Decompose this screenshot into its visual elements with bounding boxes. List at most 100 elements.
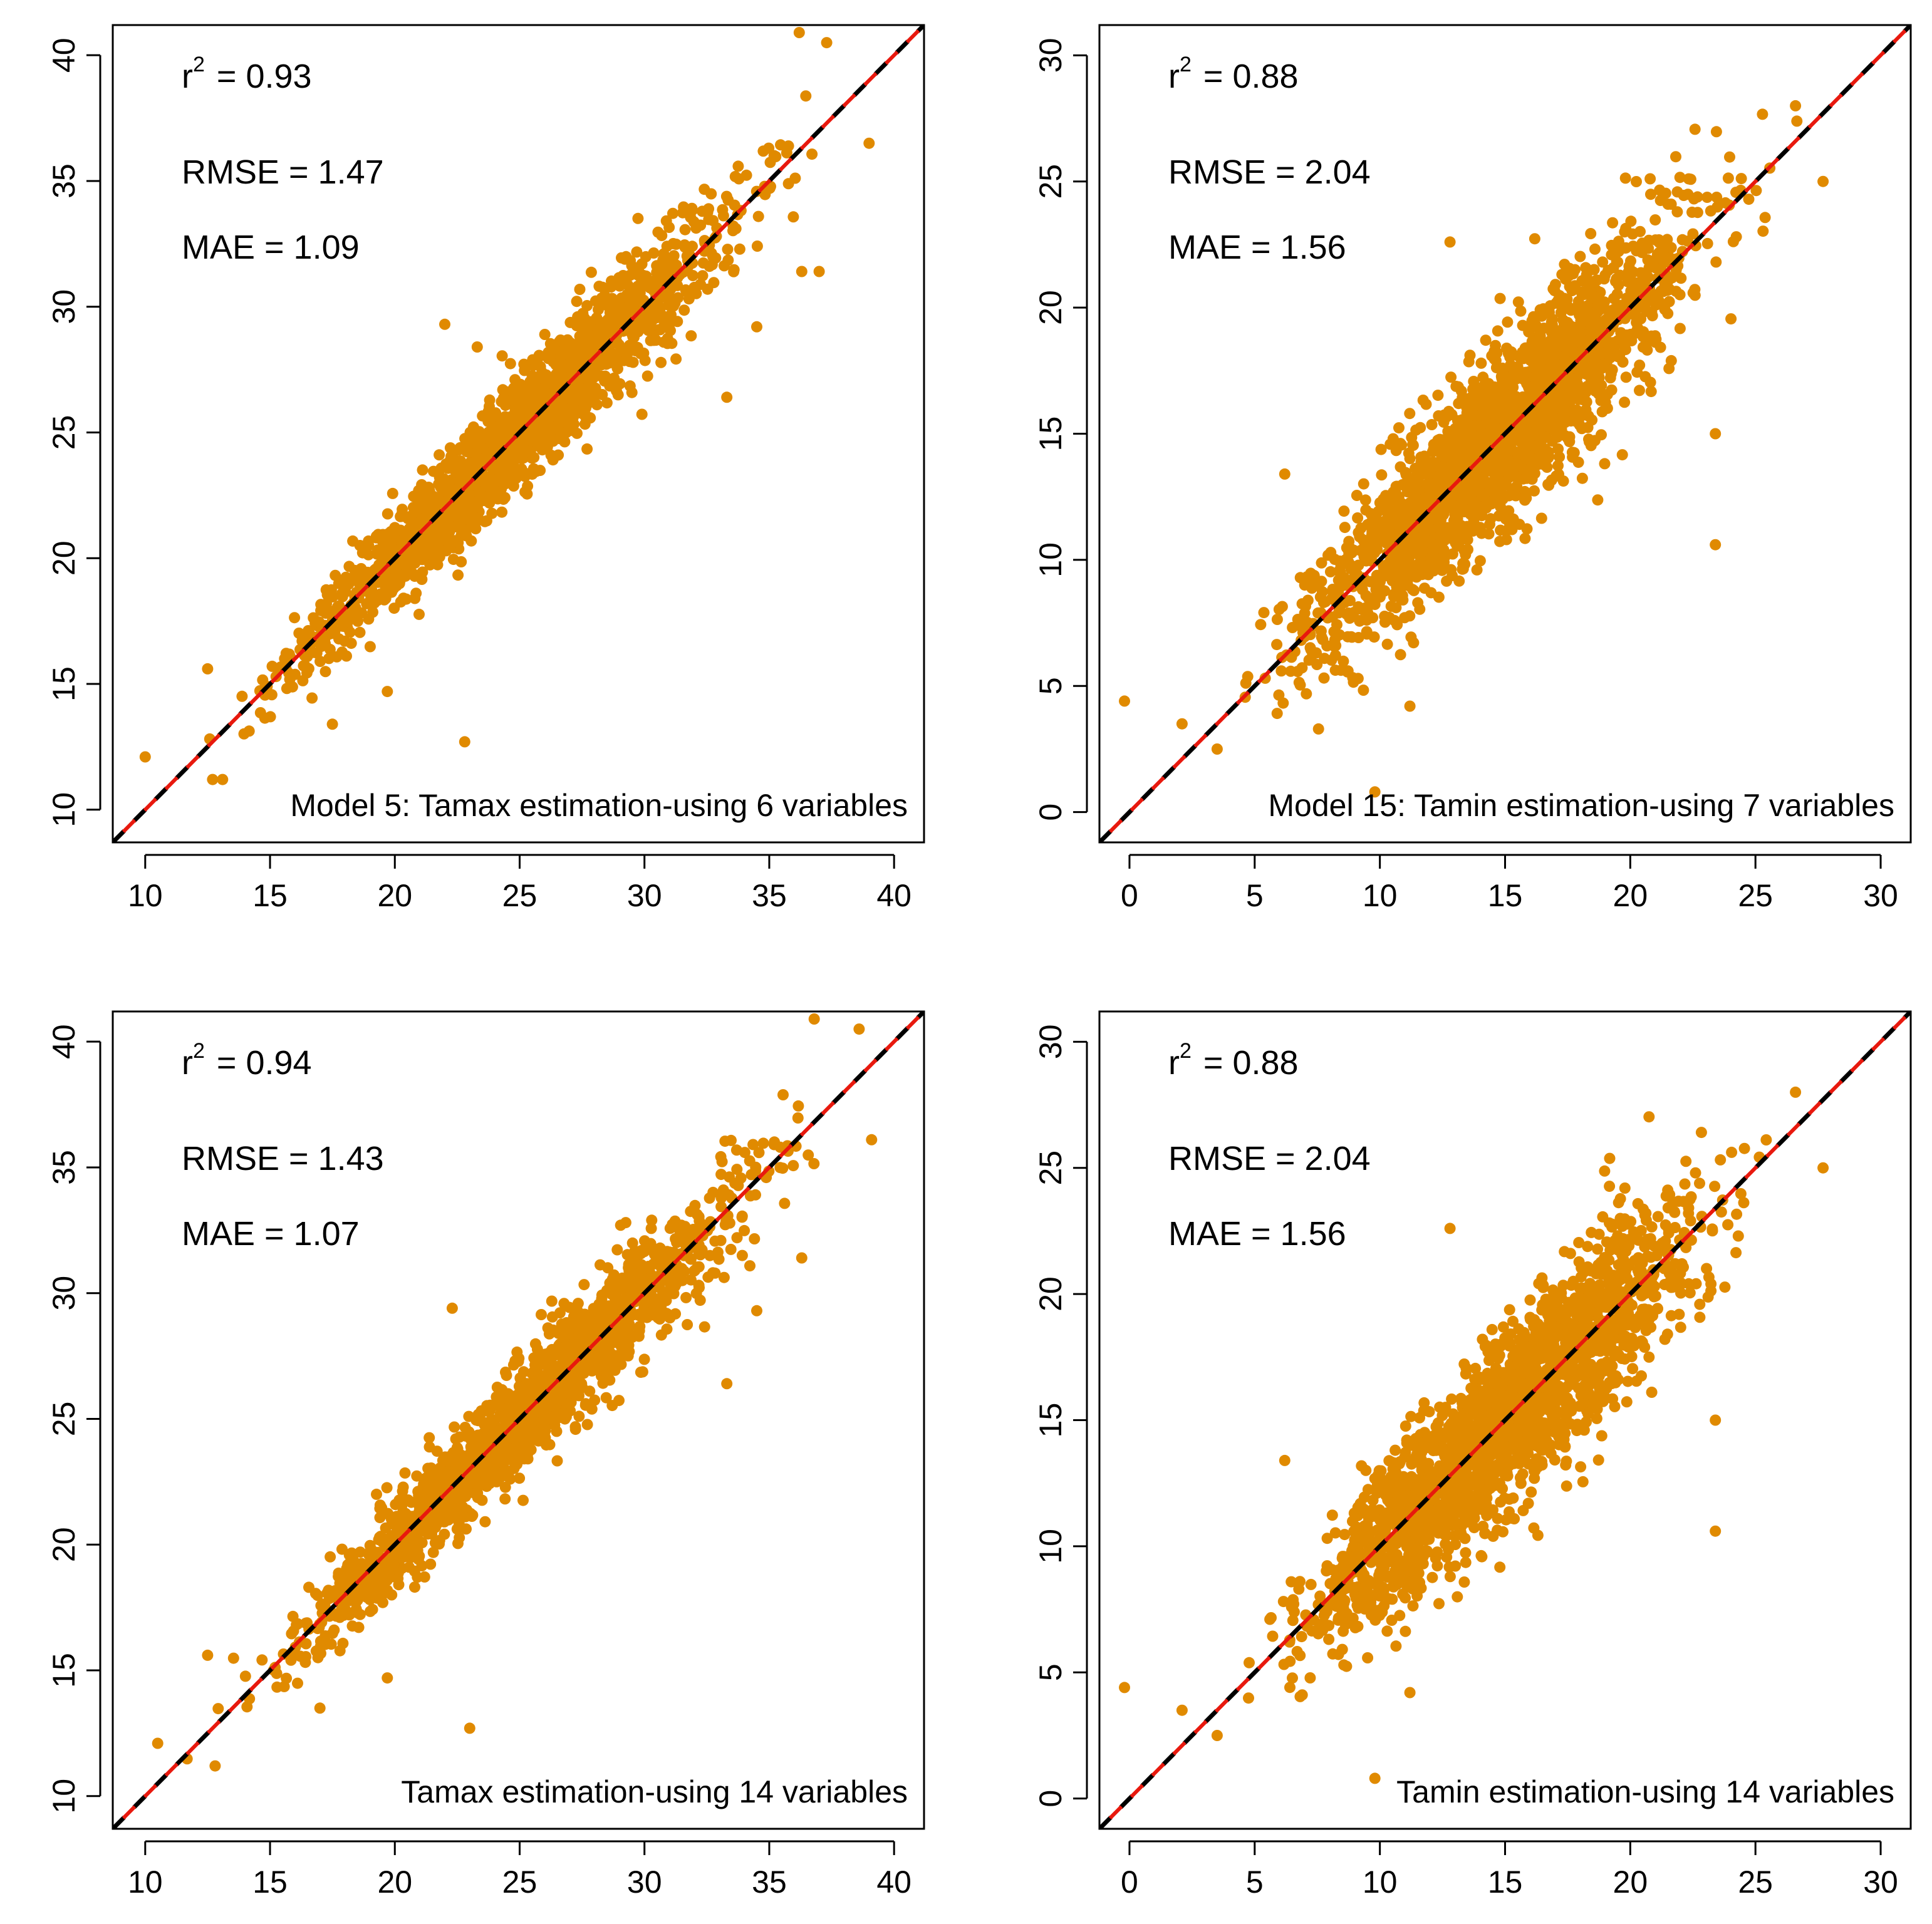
data-point — [482, 405, 494, 417]
data-point — [1596, 303, 1607, 314]
data-point — [1358, 478, 1369, 490]
data-point — [1360, 504, 1372, 516]
data-point — [1388, 494, 1400, 506]
data-point — [543, 346, 554, 358]
data-point — [440, 545, 452, 557]
y-tick-label: 5 — [1033, 677, 1068, 695]
data-point — [734, 243, 745, 255]
data-point — [1428, 565, 1440, 577]
y-tick-label: 30 — [46, 289, 81, 324]
data-point — [716, 1156, 728, 1167]
data-point — [1410, 463, 1421, 474]
data-point — [744, 1260, 756, 1272]
data-point — [405, 552, 417, 564]
data-point — [1259, 672, 1271, 684]
data-point — [1271, 639, 1283, 651]
data-point — [1394, 592, 1406, 604]
data-point — [1548, 401, 1560, 413]
data-point — [1472, 485, 1483, 497]
data-point — [1519, 425, 1531, 437]
data-point — [1452, 510, 1463, 522]
data-point — [1441, 411, 1453, 423]
data-point — [605, 281, 617, 293]
data-point — [1689, 123, 1701, 135]
data-point — [409, 1581, 420, 1593]
data-point — [1701, 237, 1713, 249]
data-point — [264, 711, 276, 723]
data-point — [680, 1291, 692, 1303]
data-point — [1587, 361, 1599, 373]
data-point — [1616, 449, 1628, 461]
data-point — [1628, 266, 1639, 278]
plot-frame — [112, 24, 925, 844]
data-point — [763, 142, 775, 154]
r-squared-label: r2 = 0.88 — [1168, 53, 1299, 95]
outlier-point — [202, 663, 214, 675]
x-tick-label: 0 — [1121, 878, 1138, 913]
data-point — [1562, 380, 1574, 392]
data-point — [556, 397, 568, 409]
data-point — [1475, 357, 1487, 369]
data-point — [1445, 564, 1457, 576]
data-point — [775, 139, 786, 151]
data-point — [376, 557, 388, 569]
x-tick-label: 20 — [377, 878, 412, 913]
data-point — [1385, 519, 1397, 530]
data-point — [1316, 557, 1327, 569]
data-point — [1649, 261, 1661, 273]
data-point — [452, 569, 464, 581]
data-point — [343, 609, 354, 621]
x-tick-label: 5 — [1246, 878, 1264, 913]
data-point — [1649, 330, 1661, 342]
data-point — [1503, 412, 1515, 424]
data-point — [722, 244, 734, 256]
data-point — [1589, 243, 1601, 255]
x-tick-label: 25 — [1738, 878, 1773, 913]
data-point — [808, 1158, 820, 1169]
data-point — [402, 567, 413, 579]
data-point — [1457, 391, 1468, 403]
data-point — [1379, 616, 1391, 628]
data-point — [336, 646, 348, 658]
data-point — [306, 692, 318, 704]
data-point — [1583, 433, 1594, 445]
data-point — [496, 506, 508, 518]
data-point — [1659, 237, 1671, 249]
data-point — [1665, 354, 1677, 366]
data-point — [236, 690, 248, 702]
data-point — [1418, 450, 1430, 462]
data-point — [531, 373, 543, 385]
data-point — [439, 1528, 450, 1540]
data-point — [1469, 410, 1481, 422]
data-points — [139, 27, 875, 785]
outlier-point — [821, 37, 833, 49]
data-point — [499, 1481, 511, 1493]
data-point — [1425, 524, 1436, 535]
data-point — [669, 297, 681, 309]
data-point — [621, 271, 633, 282]
data-point — [508, 382, 520, 394]
data-point — [1445, 371, 1457, 383]
data-point — [1375, 518, 1387, 530]
data-point — [319, 666, 331, 678]
outlier-point — [796, 266, 808, 277]
data-point — [1586, 380, 1597, 391]
data-point — [549, 381, 561, 393]
data-point — [1388, 614, 1400, 626]
data-point — [651, 312, 663, 324]
data-point — [1493, 510, 1505, 522]
data-point — [1458, 454, 1470, 466]
data-point — [687, 270, 699, 281]
data-point — [654, 324, 666, 336]
data-point — [753, 1147, 765, 1159]
data-point — [1678, 190, 1690, 201]
data-point — [1580, 262, 1592, 274]
data-point — [1485, 403, 1497, 415]
data-point — [1299, 608, 1311, 619]
data-point — [1494, 292, 1506, 304]
data-point — [668, 250, 680, 262]
data-point — [387, 532, 399, 544]
data-point — [1497, 384, 1509, 396]
data-point — [1296, 662, 1308, 674]
